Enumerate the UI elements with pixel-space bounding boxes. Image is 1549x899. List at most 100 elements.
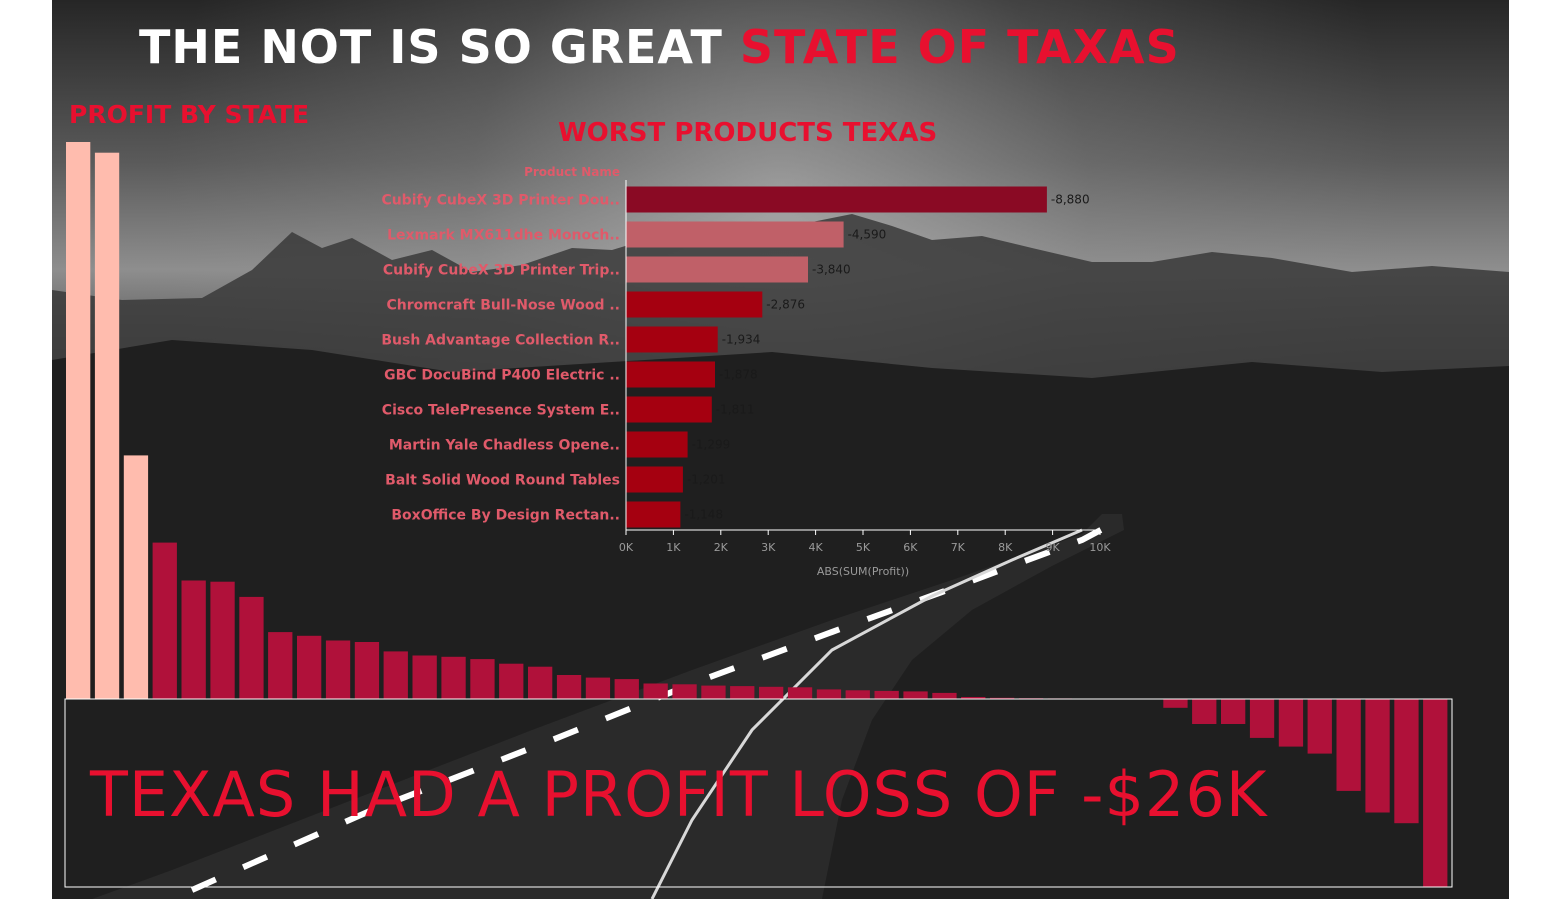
product-name-label: Chromcraft Bull-Nose Wood .. [387,298,620,314]
state-bar[interactable] [383,651,408,699]
x-axis-ticks: 0K 1K 2K 3K 4K 5K 6K 7K 8K 9K 10K [619,530,1111,554]
worst-product-value-label: -3,840 [812,263,851,277]
worst-products-chart: Product Name Cubify CubeX 3D Printer Dou… [381,165,1111,578]
x-tick-label: 9K [1045,541,1060,554]
texas-loss-callout: TEXAS HAD A PROFIT LOSS OF -$26K [90,758,1268,831]
worst-product-rows: Cubify CubeX 3D Printer Dou.. -8,880 Lexma… [381,186,1090,528]
state-bar[interactable] [1192,699,1217,724]
state-bar[interactable] [759,686,784,699]
x-tick-label: 6K [903,541,918,554]
state-bars [66,142,1448,887]
worst-product-bar[interactable] [626,361,715,388]
state-bar[interactable] [441,656,466,699]
state-bar[interactable] [672,684,697,699]
state-bar[interactable] [556,675,582,699]
x-tick-label: 1K [666,541,681,554]
profit-by-state-title: PROFIT BY STATE [69,100,310,129]
state-bar[interactable] [470,659,495,699]
worst-product-bar[interactable] [626,396,712,423]
state-bar[interactable] [903,691,928,699]
state-bar[interactable] [585,677,611,699]
road-center-line [190,521,1114,893]
state-bar[interactable] [787,687,813,699]
state-bar[interactable] [1249,699,1275,738]
state-bar[interactable] [239,596,264,699]
state-bar[interactable] [297,635,322,699]
state-bar[interactable] [1336,699,1361,791]
worst-product-bar[interactable] [626,186,1047,213]
worst-product-value-label: -1,148 [684,508,723,522]
worst-product-bar[interactable] [626,291,763,318]
worst-product-bar[interactable] [626,256,808,283]
state-bar[interactable] [1423,699,1448,887]
worst-product-value-label: -4,590 [848,228,887,242]
worst-product-bar[interactable] [626,466,683,493]
road-edge-line [650,528,1083,899]
state-bar[interactable] [643,683,668,700]
x-axis-title: ABS(SUM(Profit)) [817,565,909,578]
state-bar[interactable] [412,655,437,700]
state-bar[interactable] [1278,699,1304,747]
state-bar[interactable] [1221,699,1246,724]
product-name-label: Cubify CubeX 3D Printer Dou.. [381,193,620,209]
worst-product-value-label: -8,880 [1051,193,1090,207]
state-bar[interactable] [152,542,177,699]
product-name-label: Balt Solid Wood Round Tables [385,473,620,489]
product-name-label: Cisco TelePresence System E.. [382,403,620,419]
state-bar[interactable] [66,142,91,699]
state-bar[interactable] [268,632,293,699]
state-bar[interactable] [932,692,957,699]
product-name-label: Martin Yale Chadless Opene.. [389,438,620,454]
state-bar[interactable] [325,640,351,700]
state-bar[interactable] [181,580,206,700]
state-bar[interactable] [845,690,870,699]
state-bar[interactable] [1394,699,1419,824]
x-tick-label: 4K [808,541,823,554]
state-bar[interactable] [499,663,524,699]
product-name-header: Product Name [524,165,620,179]
worst-product-bar[interactable] [626,431,688,458]
x-tick-label: 5K [856,541,871,554]
state-bar[interactable] [990,697,1015,699]
state-bar[interactable] [123,455,149,699]
worst-product-value-label: -1,201 [687,473,726,487]
state-bar[interactable] [1163,699,1188,708]
state-bar[interactable] [614,679,639,699]
product-name-label: BoxOffice By Design Rectan.. [391,508,620,524]
product-name-label: GBC DocuBind P400 Electric .. [384,368,620,384]
state-bar[interactable] [210,581,235,699]
state-bar[interactable] [1307,699,1332,754]
worst-products-title: WORST PRODUCTS TEXAS [558,118,938,148]
product-name-label: Lexmark MX611dhe Monoch.. [387,228,620,244]
state-bar[interactable] [730,686,755,699]
worst-product-bar[interactable] [626,501,681,528]
state-bar[interactable] [528,666,553,699]
state-bar[interactable] [354,642,380,699]
product-name-label: Cubify CubeX 3D Printer Trip.. [383,263,620,279]
callout-frame [64,698,1453,888]
state-bar[interactable] [874,690,899,699]
x-tick-label: 2K [714,541,729,554]
near-hills [52,340,1509,899]
x-tick-label: 7K [951,541,966,554]
road [92,514,1124,899]
state-bar[interactable] [816,689,842,699]
worst-product-value-label: -1,878 [719,368,758,382]
x-tick-label: 0K [619,541,634,554]
worst-product-value-label: -1,811 [716,403,755,417]
profit-by-state-chart [64,142,1453,888]
state-bar[interactable] [94,152,120,699]
worst-product-value-label: -1,299 [692,438,731,452]
x-tick-label: 3K [761,541,776,554]
state-bar[interactable] [701,685,726,699]
dashboard-title: THE NOT IS SO GREAT STATE OF TAXAS [139,20,1180,74]
worst-product-bar[interactable] [626,221,844,248]
dashboard-stage: THE NOT IS SO GREAT STATE OF TAXAS PROFI… [52,0,1509,899]
state-bar[interactable] [961,697,986,699]
product-name-label: Bush Advantage Collection R.. [381,333,620,349]
title-accent: STATE OF TAXAS [739,20,1180,74]
worst-product-bar[interactable] [626,326,718,353]
worst-product-value-label: -2,876 [766,298,805,312]
road-landscape-background [52,214,1509,899]
state-bar[interactable] [1365,699,1390,813]
